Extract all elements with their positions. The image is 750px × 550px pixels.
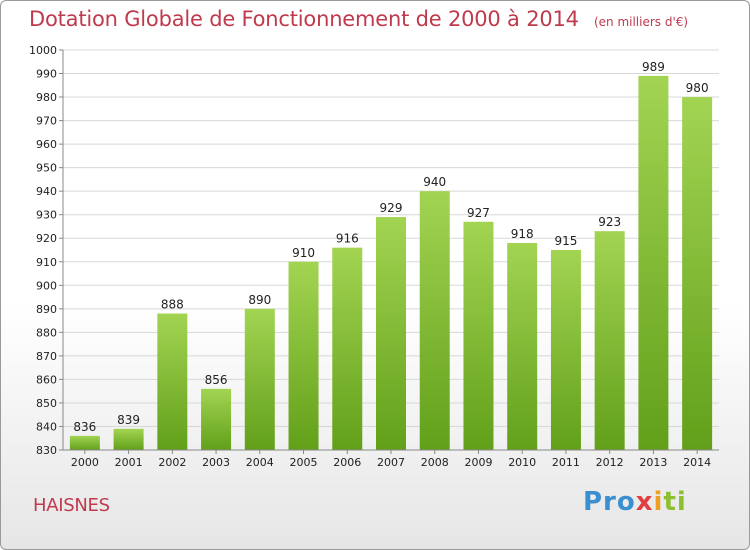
bar-2002 bbox=[157, 313, 188, 450]
y-tick-label: 910 bbox=[36, 256, 57, 269]
x-tick-label-2014: 2014 bbox=[683, 456, 711, 469]
bar-2014 bbox=[682, 97, 713, 450]
chart-subtitle: (en milliers d'€) bbox=[593, 15, 689, 29]
y-tick-label: 900 bbox=[36, 279, 57, 292]
data-label-2003: 856 bbox=[205, 373, 228, 387]
x-tick-label-2005: 2005 bbox=[290, 456, 318, 469]
y-tick-label: 960 bbox=[36, 138, 57, 151]
title-row: Dotation Globale de Fonctionnement de 20… bbox=[29, 7, 688, 31]
bar-2005 bbox=[288, 261, 319, 450]
y-tick-label: 830 bbox=[36, 444, 57, 457]
bar-2012 bbox=[594, 231, 625, 450]
x-tick-label-2006: 2006 bbox=[333, 456, 361, 469]
y-tick-label: 1000 bbox=[29, 44, 57, 57]
data-label-2007: 929 bbox=[380, 201, 403, 215]
x-tick-label-2011: 2011 bbox=[552, 456, 580, 469]
commune-name: HAISNES bbox=[33, 495, 110, 516]
y-tick-label: 850 bbox=[36, 397, 57, 410]
logo-part: ti bbox=[663, 487, 687, 517]
y-tick-label: 920 bbox=[36, 232, 57, 245]
y-tick-label: 940 bbox=[36, 185, 57, 198]
x-tick-label-2012: 2012 bbox=[596, 456, 624, 469]
proxiti-logo: Proxiti bbox=[583, 487, 687, 517]
data-label-2009: 927 bbox=[467, 206, 490, 220]
y-tick-label: 890 bbox=[36, 303, 57, 316]
data-label-2001: 839 bbox=[117, 413, 140, 427]
data-label-2000: 836 bbox=[73, 420, 96, 434]
bar-2008 bbox=[419, 191, 450, 451]
y-tick-label: 840 bbox=[36, 420, 57, 433]
x-tick-label-2007: 2007 bbox=[377, 456, 405, 469]
bar-2013 bbox=[638, 75, 669, 450]
x-tick-label-2001: 2001 bbox=[115, 456, 143, 469]
bar-2009 bbox=[463, 221, 494, 450]
y-tick-label: 870 bbox=[36, 350, 57, 363]
logo-part: i bbox=[653, 487, 664, 517]
bar-2003 bbox=[201, 388, 232, 450]
x-tick-label-2008: 2008 bbox=[421, 456, 449, 469]
data-label-2014: 980 bbox=[686, 81, 709, 95]
data-label-2006: 916 bbox=[336, 232, 359, 246]
bar-2011 bbox=[550, 250, 581, 450]
x-tick-label-2013: 2013 bbox=[639, 456, 667, 469]
x-tick-label-2000: 2000 bbox=[71, 456, 99, 469]
data-label-2005: 910 bbox=[292, 246, 315, 260]
data-label-2012: 923 bbox=[598, 215, 621, 229]
bar-2004 bbox=[244, 308, 275, 450]
data-label-2011: 915 bbox=[554, 234, 577, 248]
y-tick-label: 980 bbox=[36, 91, 57, 104]
data-label-2004: 890 bbox=[248, 293, 271, 307]
y-tick-label: 930 bbox=[36, 209, 57, 222]
x-tick-label-2010: 2010 bbox=[508, 456, 536, 469]
bar-2010 bbox=[507, 242, 538, 450]
x-tick-label-2004: 2004 bbox=[246, 456, 274, 469]
data-label-2002: 888 bbox=[161, 298, 184, 312]
y-tick-label: 950 bbox=[36, 162, 57, 175]
data-label-2013: 989 bbox=[642, 60, 665, 74]
x-tick-label-2002: 2002 bbox=[158, 456, 186, 469]
y-tick-label: 970 bbox=[36, 115, 57, 128]
data-label-2010: 918 bbox=[511, 227, 534, 241]
bar-2006 bbox=[332, 247, 363, 450]
y-tick-label: 860 bbox=[36, 373, 57, 386]
bar-2001 bbox=[113, 428, 144, 450]
logo-part: x bbox=[635, 487, 654, 517]
bar-2000 bbox=[69, 435, 100, 450]
bar-2007 bbox=[376, 217, 406, 450]
data-label-2008: 940 bbox=[423, 175, 446, 189]
y-tick-label: 880 bbox=[36, 326, 57, 339]
y-tick-label: 990 bbox=[36, 68, 57, 81]
x-tick-label-2009: 2009 bbox=[464, 456, 492, 469]
logo-part: Pro bbox=[583, 487, 636, 517]
chart-title: Dotation Globale de Fonctionnement de 20… bbox=[29, 7, 579, 31]
x-tick-label-2003: 2003 bbox=[202, 456, 230, 469]
